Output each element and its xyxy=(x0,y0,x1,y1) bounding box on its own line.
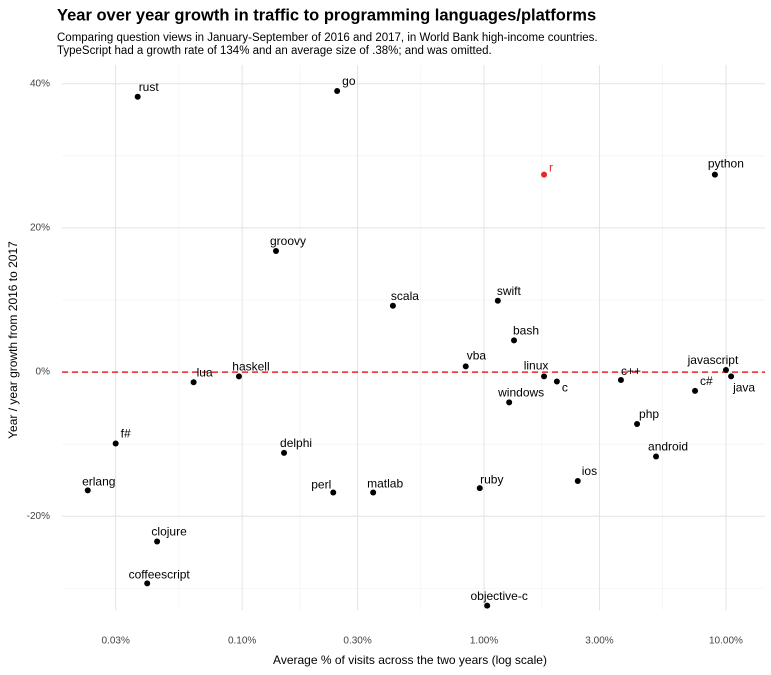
point-label: groovy xyxy=(270,234,306,248)
point-label: javascript xyxy=(687,353,739,367)
chart-title: Year over year growth in traffic to prog… xyxy=(57,6,596,24)
point xyxy=(190,379,197,386)
point xyxy=(574,477,581,484)
point xyxy=(154,538,161,545)
point-label: lua xyxy=(197,365,213,379)
point-label: c xyxy=(562,381,568,395)
x-tick-label: 0.03% xyxy=(101,636,129,647)
point-label: scala xyxy=(391,289,419,303)
point-label: swift xyxy=(497,284,522,298)
chart-subtitle: TypeScript had a growth rate of 134% and… xyxy=(57,45,492,57)
point xyxy=(506,399,513,406)
point-label: r xyxy=(549,161,553,175)
point-label: clojure xyxy=(151,525,187,539)
point xyxy=(653,453,660,460)
point xyxy=(541,171,548,178)
point-label: coffeescript xyxy=(129,567,191,581)
point xyxy=(553,378,560,385)
y-tick-label: -20% xyxy=(27,511,50,522)
x-tick-label: 3.00% xyxy=(585,636,613,647)
y-tick-label: 20% xyxy=(30,223,50,234)
point xyxy=(484,602,491,609)
point-label: ios xyxy=(582,464,597,478)
point xyxy=(334,87,341,94)
point xyxy=(235,373,242,380)
point xyxy=(370,489,377,496)
x-tick-label: 0.10% xyxy=(228,636,256,647)
point-label: python xyxy=(708,157,744,171)
point-label: erlang xyxy=(82,475,115,489)
point xyxy=(272,247,279,254)
point-label: perl xyxy=(311,478,331,492)
point xyxy=(476,485,483,492)
point xyxy=(511,337,518,344)
point-label: linux xyxy=(524,359,549,373)
point-label: bash xyxy=(513,324,539,338)
point-label: android xyxy=(648,440,688,454)
x-tick-label: 10.00% xyxy=(709,636,743,647)
point-label: java xyxy=(732,381,755,395)
y-tick-label: 40% xyxy=(30,78,50,89)
y-axis-title: Year / year growth from 2016 to 2017 xyxy=(6,241,20,439)
x-tick-label: 1.00% xyxy=(470,636,498,647)
point-label: f# xyxy=(121,427,131,441)
point xyxy=(711,171,718,178)
point-label: vba xyxy=(467,349,487,363)
point-label: matlab xyxy=(367,477,403,491)
point xyxy=(728,373,735,380)
point xyxy=(692,387,699,394)
point xyxy=(389,302,396,309)
point xyxy=(330,489,337,496)
point xyxy=(494,297,501,304)
y-tick-label: 0% xyxy=(36,367,51,378)
point xyxy=(617,377,624,384)
point-label: go xyxy=(342,74,356,88)
point-label: c# xyxy=(700,374,713,388)
point-label: rust xyxy=(139,80,160,94)
point xyxy=(634,421,641,428)
point-label: objective-c xyxy=(470,589,527,603)
x-tick-label: 0.30% xyxy=(343,636,371,647)
point xyxy=(84,487,91,494)
point-label: php xyxy=(639,407,659,421)
point xyxy=(281,449,288,456)
point xyxy=(112,440,119,447)
point-label: ruby xyxy=(480,472,503,486)
chart-subtitle: Comparing question views in January-Sept… xyxy=(57,32,598,44)
point-label: delphi xyxy=(280,436,312,450)
point xyxy=(134,93,141,100)
point xyxy=(462,363,469,370)
point xyxy=(541,373,548,380)
point-label: haskell xyxy=(232,360,269,374)
point xyxy=(722,366,729,373)
point-label: c++ xyxy=(621,364,641,378)
point xyxy=(144,580,151,587)
x-axis-title: Average % of visits across the two years… xyxy=(273,653,547,667)
point-label: windows xyxy=(497,386,544,400)
